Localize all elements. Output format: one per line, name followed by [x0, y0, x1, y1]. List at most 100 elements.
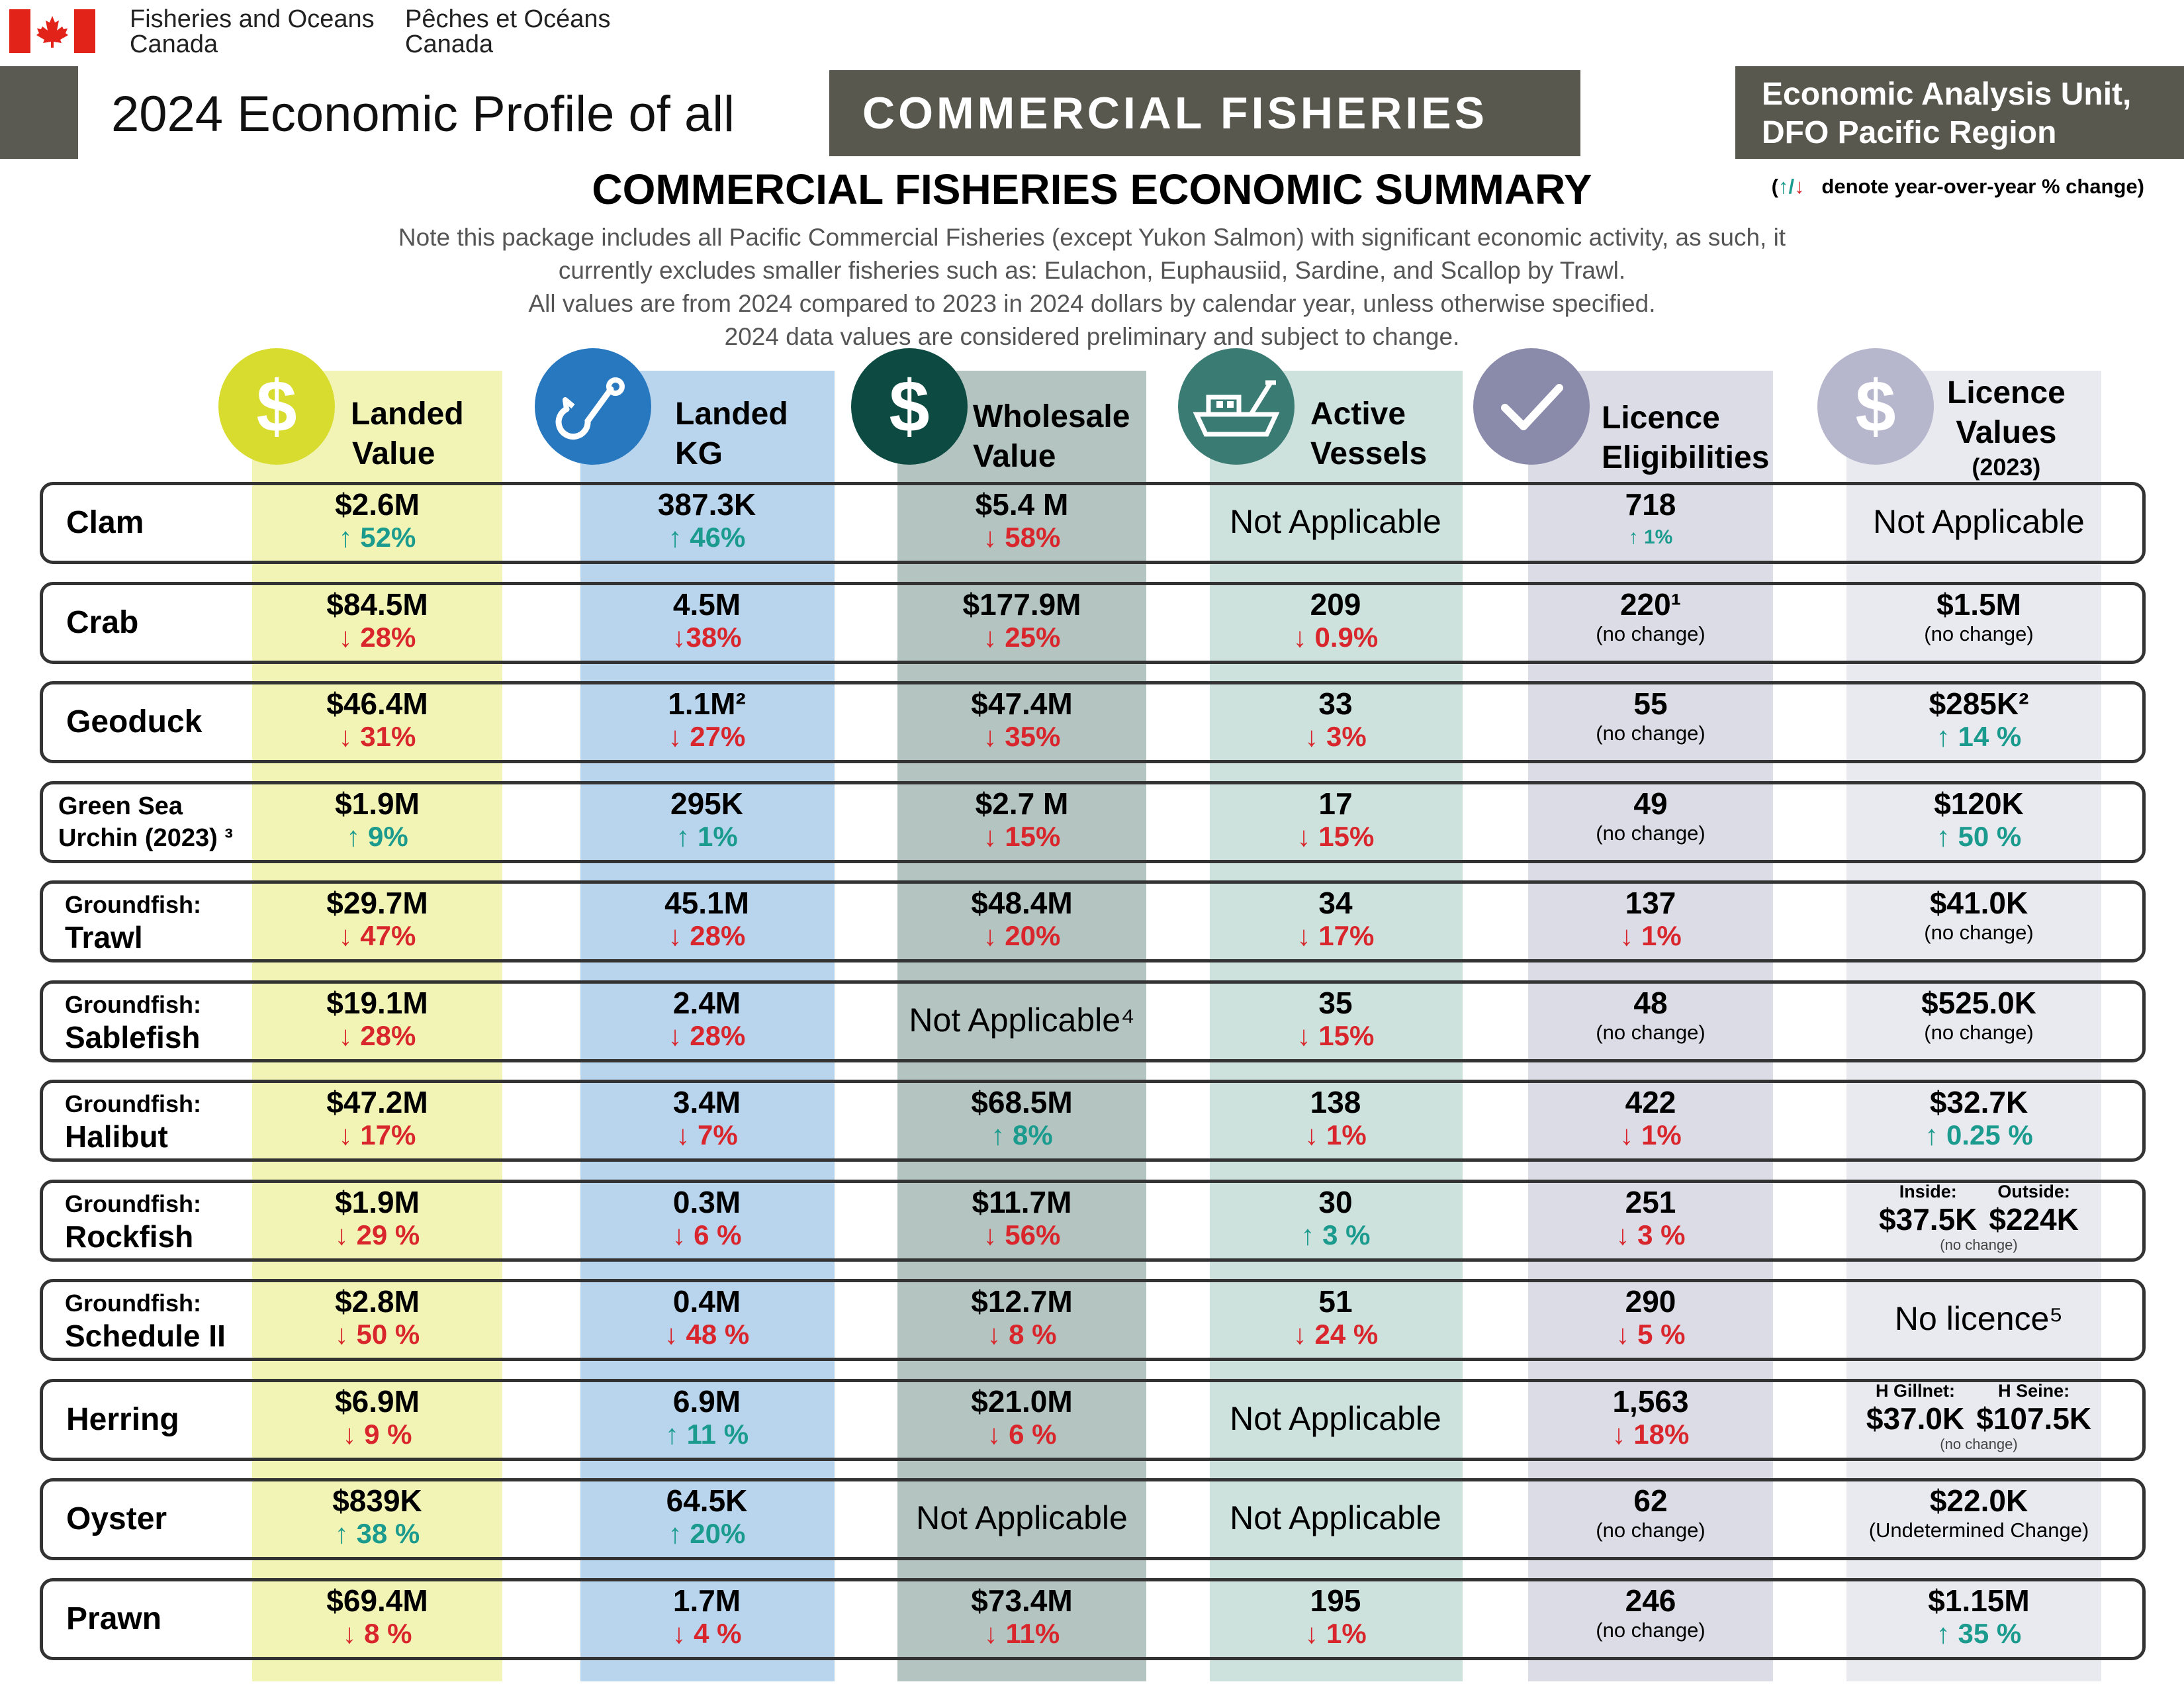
cell-value: 3.4M — [672, 1085, 741, 1119]
cell-no-change: (no change) — [1924, 622, 2034, 645]
cell-value: 6.9M — [672, 1384, 741, 1419]
table-cell: 251 ↓ 3 % — [1492, 1185, 1809, 1251]
table-cell: $6.9M ↓ 9 % — [218, 1384, 536, 1450]
cell-change: ↓38% — [672, 622, 742, 653]
cell-value: 290 — [1625, 1284, 1676, 1319]
cell-change: ↓ 17% — [1297, 920, 1375, 951]
cell-change: ↓ 1% — [1304, 1119, 1367, 1150]
table-cell: 1.7M ↓ 4 % — [548, 1583, 866, 1650]
row-label: Prawn — [66, 1601, 162, 1636]
cell-value: 17 — [1318, 786, 1353, 821]
table-cell: $84.5M ↓ 28% — [218, 587, 536, 653]
table-cell: 290 ↓ 5 % — [1492, 1284, 1809, 1350]
cell-change: ↓ 18% — [1612, 1419, 1690, 1450]
cell-value: 0.3M — [672, 1185, 741, 1219]
cell-change: ↓ 25% — [983, 622, 1061, 653]
cell-change: ↓ 27% — [668, 721, 746, 752]
cell-change: ↓ 6 % — [672, 1219, 742, 1250]
cell-no-change: (no change) — [1596, 722, 1706, 745]
cell-no-change: (no change) — [1596, 1618, 1706, 1642]
cell-change: ↓ 1% — [1619, 1119, 1682, 1150]
cell-value: 2.4M — [672, 986, 741, 1020]
row-label: Groundfish: Schedule II — [65, 1289, 226, 1353]
table-cell: $21.0M ↓ 6 % — [863, 1384, 1181, 1450]
row-label: Groundfish: Halibut — [65, 1090, 201, 1154]
table-cell: 209 ↓ 0.9% — [1177, 587, 1494, 653]
table-cell: 246 (no change) — [1492, 1583, 1809, 1643]
cell-change: ↑ 14 % — [1936, 721, 2022, 752]
cell-value: 30 — [1318, 1185, 1353, 1219]
cell-change: ↓ 15% — [983, 821, 1061, 852]
cell-change: ↓ 11% — [983, 1618, 1060, 1649]
page-title: 2024 Economic Profile of all — [111, 86, 735, 142]
cell-change: ↑ 50 % — [1936, 821, 2022, 852]
dollar-icon: $ — [851, 348, 968, 465]
cell-value: 209 — [1310, 587, 1361, 622]
cell-value: 55 — [1633, 686, 1668, 721]
cell-value: 35 — [1318, 986, 1353, 1020]
not-applicable-text: Not Applicable — [1230, 503, 1441, 540]
cell-change: ↑ 1% — [1628, 526, 1673, 548]
cell-value: 718 — [1625, 487, 1676, 522]
cell-change: ↑ 3 % — [1300, 1219, 1371, 1250]
cell-value: $29.7M — [326, 886, 428, 920]
cell-no-change: (no change) — [1596, 821, 1706, 845]
cell-value: 137 — [1625, 886, 1676, 920]
cell-value: $525.0K — [1921, 986, 2036, 1020]
table-cell: 48 (no change) — [1492, 986, 1809, 1045]
cell-change: ↑ 52% — [338, 522, 416, 553]
unit-banner: Economic Analysis Unit, DFO Pacific Regio… — [1735, 66, 2184, 159]
cell-change: ↓ 17% — [338, 1119, 416, 1150]
row-label: Geoduck — [66, 704, 203, 739]
row-label: Groundfish: Sablefish — [65, 991, 201, 1055]
table-cell: 2.4M ↓ 28% — [548, 986, 866, 1052]
column-band-licence-eligibilities — [1528, 371, 1773, 1681]
cell-value: $285K² — [1929, 686, 2029, 721]
cell-value: $47.2M — [326, 1085, 428, 1119]
table-cell: $177.9M ↓ 25% — [863, 587, 1181, 653]
checkmark-icon — [1473, 348, 1590, 465]
cell-change: ↑ 11 % — [664, 1419, 749, 1450]
cell-value: $41.0K — [1929, 886, 2028, 920]
column-header-wholesale-value: Wholesale Value — [973, 399, 1130, 474]
table-cell: 1.1M² ↓ 27% — [548, 686, 866, 753]
cell-value: 49 — [1633, 786, 1668, 821]
dept-name-french: Pêches et Océans Canada — [405, 5, 611, 58]
cell-value: $69.4M — [326, 1583, 428, 1618]
cell-change: ↓ 50 % — [334, 1319, 420, 1350]
cell-value: 48 — [1633, 986, 1668, 1020]
table-cell: 1,563 ↓ 18% — [1492, 1384, 1809, 1450]
table-cell: 3.4M ↓ 7% — [548, 1085, 866, 1151]
cell-change: ↓ 31% — [338, 721, 416, 752]
cell-value: $84.5M — [326, 587, 428, 622]
table-row — [40, 880, 2146, 962]
cell-value: $5.4 M — [975, 487, 1069, 522]
table-cell: 62 (no change) — [1492, 1483, 1809, 1543]
cell-change: ↓ 4 % — [672, 1618, 742, 1649]
cell-value: $839K — [332, 1483, 422, 1518]
cell-change: ↑ 46% — [668, 522, 746, 553]
cell-value: 45.1M — [664, 886, 749, 920]
row-label: Groundfish: Rockfish — [65, 1190, 201, 1254]
cell-value: $1.9M — [335, 1185, 420, 1219]
cell-change: ↑ 20% — [668, 1518, 746, 1549]
table-row — [40, 1578, 2146, 1660]
cell-change: ↓ 56% — [983, 1219, 1061, 1250]
table-cell: $2.7 M ↓ 15% — [863, 786, 1181, 853]
table-cell: H Gillnet: $37.0K H Seine: $107.5K (no chang… — [1866, 1381, 2092, 1452]
table-cell: 64.5K ↑ 20% — [548, 1483, 866, 1550]
cell-no-change: (no change) — [1596, 1021, 1706, 1044]
table-cell: 17 ↓ 15% — [1177, 786, 1494, 853]
table-cell: 33 ↓ 3% — [1177, 686, 1494, 753]
row-label: Herring — [66, 1402, 179, 1437]
table-cell: 137 ↓ 1% — [1492, 886, 1809, 952]
column-header-landed-kg: Landed KG — [675, 397, 788, 471]
cell-value: 34 — [1318, 886, 1353, 920]
table-cell: 49 (no change) — [1492, 786, 1809, 846]
cell-value: $6.9M — [335, 1384, 420, 1419]
table-row — [40, 1478, 2146, 1560]
row-label: Crab — [66, 605, 139, 640]
cell-change: ↓ 1% — [1619, 920, 1682, 951]
table-cell: Not Applicable⁴ — [863, 1000, 1181, 1040]
cell-change: ↓ 0.9% — [1293, 622, 1379, 653]
